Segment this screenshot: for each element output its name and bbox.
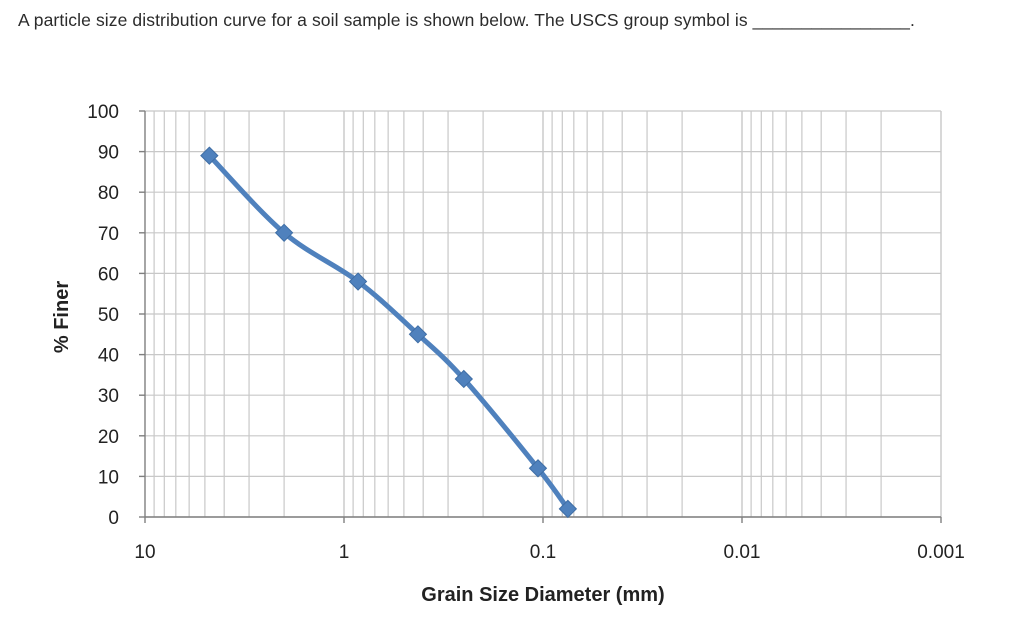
y-tick-label: 60 [98,264,119,285]
y-tick-label: 100 [87,102,119,123]
y-tick-label: 20 [98,427,119,448]
y-axis-title: % Finer [51,281,73,353]
axes [139,110,942,523]
x-axis-title: Grain Size Diameter (mm) [421,584,664,606]
y-tick-label: 70 [98,224,119,245]
data-point-marker [558,499,578,519]
data-point-marker [408,325,428,344]
x-tick-label: 0.1 [530,542,556,563]
x-tick-label: 1 [339,542,350,563]
x-tick-label: 0.01 [724,542,761,563]
question-text: A particle size distribution curve for a… [18,10,915,30]
y-tick-label: 30 [98,386,119,407]
series-layer [200,146,578,519]
y-tick-label: 90 [98,143,119,164]
data-point-marker [528,459,548,478]
x-tick-label: 0.001 [917,542,965,563]
y-tick-label: 80 [98,183,119,204]
x-tick-label: 10 [134,542,155,563]
data-point-marker [200,146,219,165]
y-tick-label: 0 [108,508,119,529]
grid-lines [145,110,942,518]
data-point-marker [274,223,294,243]
data-point-marker [454,369,474,389]
data-point-marker [348,272,368,291]
y-tick-label: 40 [98,346,119,367]
y-tick-label: 50 [98,305,119,326]
y-tick-label: 10 [98,467,119,488]
